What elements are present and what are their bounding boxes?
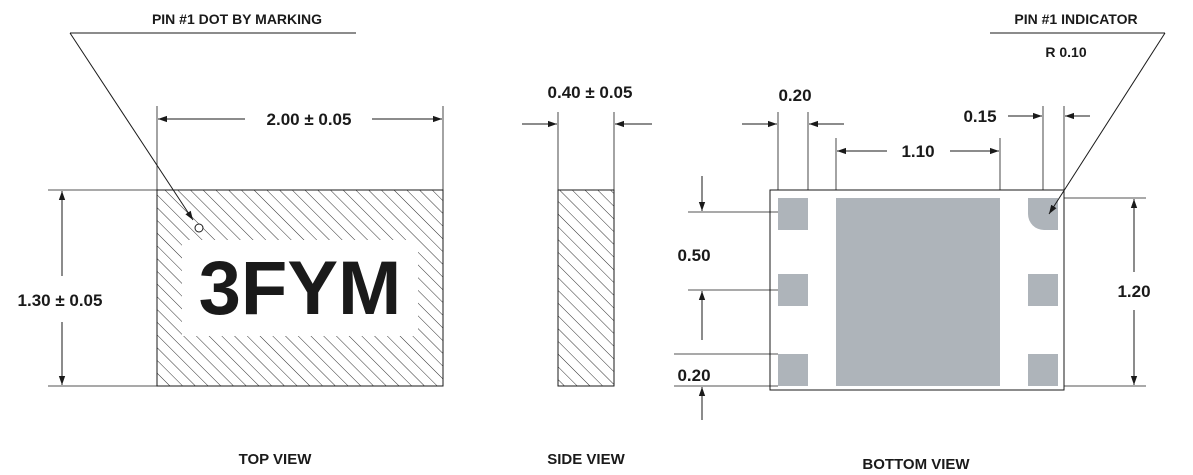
pin1-indicator-callout: PIN #1 INDICATOR — [1014, 11, 1137, 27]
center-width-label: 1.10 — [901, 142, 934, 161]
bottom-view: 0.20 1.10 0.15 0.50 0.20 1.20 PIN #1 IND… — [674, 11, 1166, 473]
center-height-label: 1.20 — [1117, 282, 1150, 301]
pad-height-label: 0.20 — [677, 366, 710, 385]
bottom-view-title: BOTTOM VIEW — [862, 456, 970, 473]
pad-width-label: 0.20 — [778, 86, 811, 105]
side-view-title: SIDE VIEW — [547, 451, 625, 468]
pin1-radius-label: R 0.10 — [1045, 44, 1086, 60]
pin1-indicator-leader — [1048, 32, 1166, 215]
side-view-body — [557, 189, 615, 387]
pin1-dot — [194, 223, 204, 233]
pin1-dot-leader — [69, 32, 194, 221]
pad-left-middle — [778, 274, 808, 306]
top-view: 3FYM 2.00 ± 0.05 1.30 ± 0.05 PIN #1 DOT … — [18, 11, 444, 468]
pad-left-top — [778, 198, 808, 230]
offset-label: 0.15 — [963, 107, 996, 126]
thickness-dimension-label: 0.40 ± 0.05 — [548, 83, 633, 102]
top-view-title: TOP VIEW — [239, 451, 313, 468]
center-pad — [836, 198, 1000, 386]
height-dimension-label: 1.30 ± 0.05 — [18, 291, 103, 310]
pad-right-middle — [1028, 274, 1058, 306]
marking-text: 3FYM — [199, 246, 402, 331]
pitch-label: 0.50 — [677, 246, 710, 265]
pad-left-bottom — [778, 354, 808, 386]
side-view: 0.40 ± 0.05 SIDE VIEW — [522, 83, 652, 468]
pin1-dot-callout: PIN #1 DOT BY MARKING — [152, 11, 322, 27]
pad-right-bottom — [1028, 354, 1058, 386]
width-dimension-label: 2.00 ± 0.05 — [267, 110, 352, 129]
marking-area — [182, 240, 418, 336]
